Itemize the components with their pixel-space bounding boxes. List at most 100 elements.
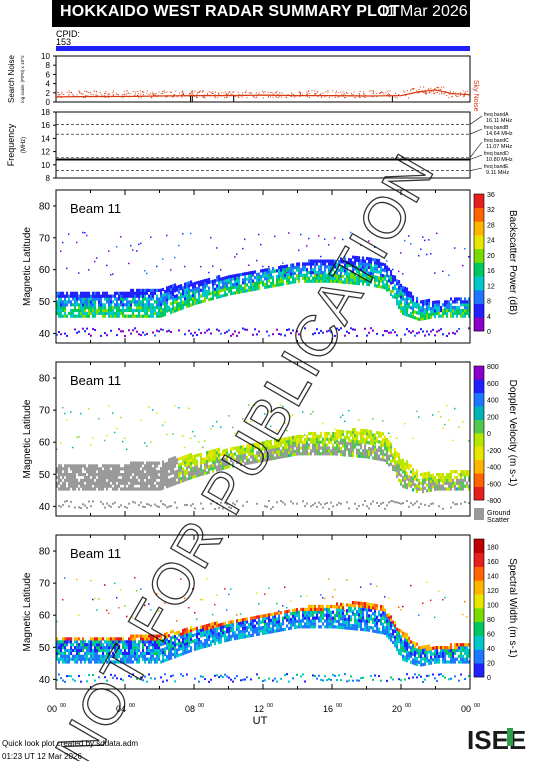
power-cell <box>248 285 251 289</box>
width-cell <box>226 630 229 634</box>
velocity-cell <box>100 484 103 488</box>
power-cell <box>334 237 336 239</box>
power-cell <box>384 330 386 332</box>
width-cell <box>116 643 119 647</box>
velocity-cell <box>442 487 445 491</box>
velocity-cell <box>284 437 287 441</box>
velocity-cell <box>264 458 267 462</box>
power-cell <box>468 297 471 301</box>
noise-dot <box>467 90 469 92</box>
noise-dot <box>125 94 127 96</box>
velocity-cell <box>96 484 99 488</box>
noise-dot <box>379 93 381 95</box>
power-beam-label: Beam 11 <box>70 201 121 216</box>
velocity-cell <box>268 454 271 458</box>
width-cell <box>94 651 97 655</box>
velocity-cell <box>144 467 147 471</box>
width-cell <box>112 651 115 655</box>
power-cell <box>382 269 384 272</box>
velocity-cell <box>386 438 389 442</box>
velocity-cell <box>330 434 333 438</box>
velocity-cell <box>230 447 233 451</box>
power-cell <box>84 303 87 307</box>
velocity-cell <box>184 469 187 473</box>
power-cell <box>92 314 95 318</box>
velocity-cell <box>468 470 471 474</box>
velocity-cell <box>380 452 383 456</box>
power-cell <box>66 314 69 318</box>
velocity-cell <box>110 470 113 474</box>
velocity-cell <box>404 462 407 466</box>
power-cell <box>374 261 377 265</box>
velocity-cell <box>396 460 399 464</box>
noise-dot <box>195 96 197 98</box>
power-cell <box>382 279 385 284</box>
power-cell <box>104 294 107 298</box>
width-cell <box>78 675 80 677</box>
power-cell <box>288 275 291 279</box>
power-cell <box>108 294 111 298</box>
velocity-cell <box>98 484 101 488</box>
velocity-cell <box>402 502 404 505</box>
power-cell <box>468 314 471 318</box>
power-colorbar-tick: 12 <box>487 283 495 290</box>
velocity-cell <box>60 484 63 488</box>
power-cell <box>434 314 437 319</box>
velocity-cell <box>364 437 367 441</box>
power-cell <box>434 272 436 274</box>
power-cell <box>408 330 410 333</box>
power-cell <box>232 277 235 281</box>
velocity-cell <box>112 487 115 491</box>
velocity-cell <box>76 467 79 471</box>
velocity-cell <box>226 462 229 466</box>
width-cell <box>258 626 261 630</box>
velocity-cell <box>302 434 305 438</box>
velocity-cell <box>300 437 303 441</box>
velocity-cell <box>314 443 317 447</box>
width-cell <box>152 646 155 650</box>
power-cell <box>402 311 405 315</box>
velocity-cell <box>138 481 141 485</box>
velocity-cell <box>466 481 469 485</box>
width-cell <box>122 679 124 682</box>
velocity-cell <box>180 479 183 483</box>
power-cell <box>402 273 404 275</box>
power-cell <box>430 307 433 311</box>
width-cell <box>214 674 216 677</box>
velocity-cell <box>220 461 223 465</box>
velocity-colorbar-tick: -400 <box>487 465 501 472</box>
freq-band-connector <box>469 115 483 125</box>
width-cell <box>174 632 177 636</box>
velocity-cell <box>434 481 437 486</box>
power-cell <box>316 279 319 283</box>
power-cell <box>434 306 437 310</box>
width-cell <box>208 680 210 683</box>
power-cell <box>304 268 307 272</box>
power-cell <box>304 273 307 277</box>
power-cell <box>144 270 146 272</box>
power-cell <box>304 265 307 269</box>
power-cell <box>162 328 164 331</box>
velocity-cell <box>192 466 195 470</box>
velocity-cell <box>78 467 81 471</box>
noise-dot <box>76 94 78 96</box>
noise-dot <box>237 91 239 93</box>
width-cell <box>144 651 147 655</box>
power-cell <box>364 265 367 269</box>
power-cell <box>284 267 287 271</box>
power-cell <box>62 306 65 310</box>
velocity-cell <box>140 478 143 482</box>
power-cell <box>68 294 71 298</box>
width-cell <box>278 620 281 624</box>
velocity-cell <box>314 502 316 505</box>
velocity-cell <box>258 453 261 457</box>
noise-dot <box>104 97 106 99</box>
velocity-cell <box>166 506 168 509</box>
power-cell <box>246 328 248 331</box>
power-cell <box>100 308 103 313</box>
width-cell <box>66 654 69 658</box>
velocity-cell <box>272 454 275 458</box>
velocity-cell <box>264 413 266 415</box>
velocity-cell <box>116 467 119 471</box>
velocity-cell <box>260 453 263 457</box>
